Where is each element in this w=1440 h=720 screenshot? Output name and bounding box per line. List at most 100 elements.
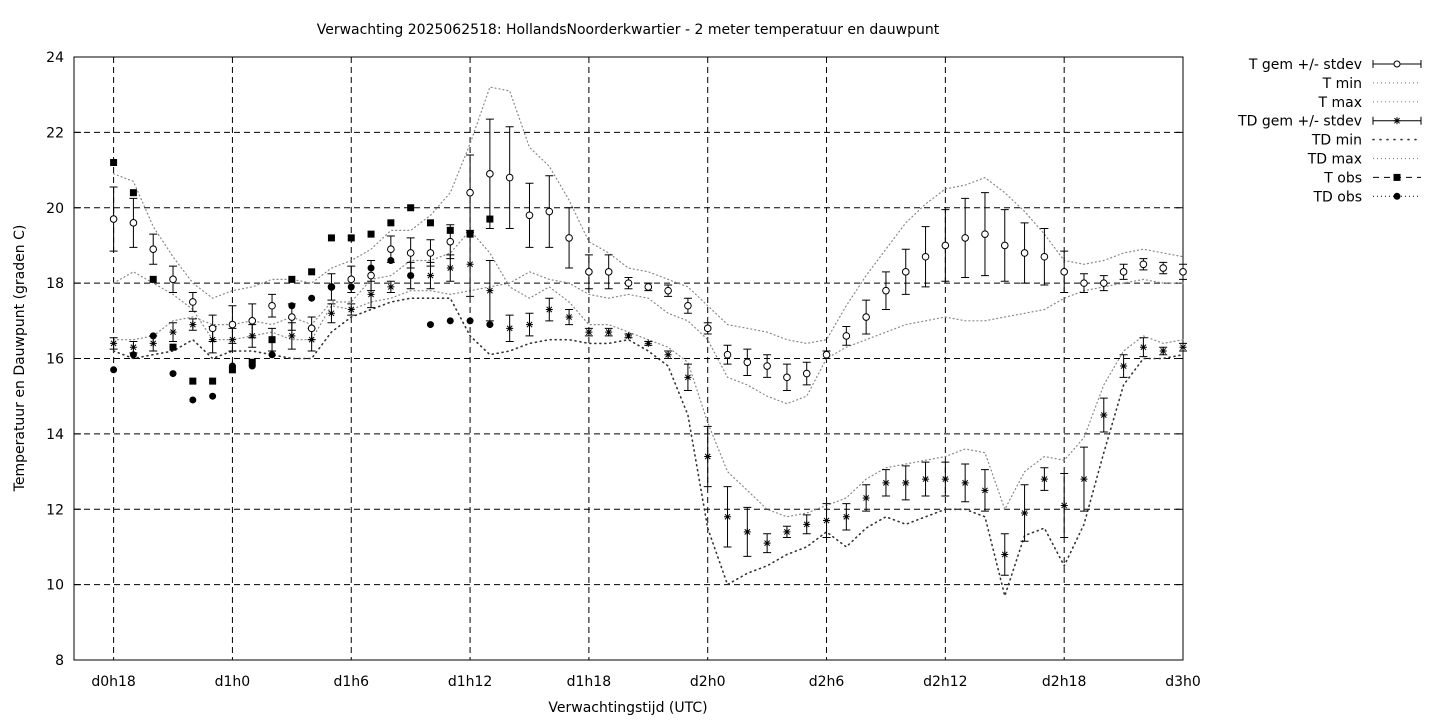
td-max-line	[113, 229, 1184, 518]
t-obs-point	[347, 234, 355, 242]
t-mean-point	[1159, 264, 1167, 272]
td-mean-point	[1159, 347, 1167, 355]
td-mean-point	[625, 332, 632, 340]
t-obs-point	[248, 358, 256, 366]
td-obs-point	[387, 257, 395, 265]
td-mean-point	[902, 479, 910, 487]
td-mean-point	[644, 339, 652, 347]
td-mean-point	[1021, 509, 1029, 517]
td-mean-point	[446, 264, 454, 272]
t-mean-point	[981, 230, 989, 238]
t-mean-point	[822, 350, 831, 359]
t-mean-point	[961, 234, 969, 242]
t-mean-point	[446, 237, 455, 246]
grid-lines	[74, 57, 1184, 660]
t-mean-point	[109, 215, 118, 223]
td-mean-point	[367, 290, 375, 298]
t-mean-point	[208, 324, 217, 333]
y-tick-label: 12	[46, 502, 64, 518]
td-mean-point	[803, 520, 811, 528]
t-obs-point	[426, 219, 434, 227]
y-tick-label: 16	[46, 352, 64, 368]
t-obs-point	[446, 226, 454, 234]
t-mean-point	[882, 286, 890, 295]
t-obs-point	[387, 219, 395, 227]
t-mean-point	[644, 283, 653, 291]
t-mean-point	[664, 286, 672, 295]
t-obs-point	[407, 204, 415, 212]
t-mean-point	[367, 271, 375, 280]
td-mean-point	[941, 475, 949, 483]
t-mean-point	[684, 301, 692, 310]
t-mean-point	[347, 275, 356, 284]
td-mean-point	[763, 539, 771, 547]
y-tick-label: 24	[46, 50, 64, 66]
legend-label: TD max	[1307, 152, 1362, 168]
x-tick-label: d3h0	[1165, 674, 1201, 690]
t-mean-point	[802, 369, 811, 378]
t-mean-point	[604, 268, 613, 276]
td-obs-point	[486, 321, 494, 329]
td-obs-point	[228, 362, 236, 370]
td-mean-point	[1100, 411, 1108, 419]
legend-marker	[1393, 117, 1401, 125]
t-mean-point	[426, 249, 435, 257]
td-mean-point	[169, 328, 177, 336]
td-mean-point	[565, 313, 573, 321]
td-mean-point	[288, 332, 296, 340]
t-mean-point	[189, 298, 197, 306]
td-mean-point	[1179, 343, 1187, 351]
td-mean-point	[228, 336, 236, 344]
plot-area	[109, 86, 1187, 599]
y-tick-label: 22	[46, 125, 64, 141]
t-mean-point	[228, 320, 237, 329]
chart-title: Verwachting 2025062518: HollandsNoorderk…	[317, 22, 940, 38]
legend-label: T max	[1317, 95, 1362, 111]
t-mean-point	[1139, 260, 1148, 269]
y-tick-label: 18	[46, 276, 64, 292]
td-mean-point	[684, 373, 692, 381]
legend-label: TD min	[1311, 133, 1362, 149]
td-mean-point	[1001, 550, 1009, 558]
td-obs-point	[466, 317, 474, 325]
t-min-line	[113, 271, 1184, 405]
td-mean-point	[882, 479, 890, 487]
t-mean-point	[307, 324, 316, 333]
td-mean-point	[209, 336, 217, 344]
x-axis: d0h18 d1h0 d1h6 d1h12 d1h18 d2h0 d2h6 d2h12 d2h1…	[91, 674, 1200, 690]
t-mean-point	[129, 219, 138, 227]
x-tick-label: d2h6	[809, 674, 845, 690]
x-tick-label: d2h18	[1042, 674, 1086, 690]
td-obs-point	[209, 392, 217, 400]
t-mean-point	[1119, 268, 1128, 276]
td-mean-point	[466, 260, 474, 268]
td-mean-point	[585, 328, 593, 336]
x-tick-label: d2h12	[923, 674, 967, 690]
td-mean-point	[664, 351, 672, 359]
x-tick-label: d2h0	[690, 674, 726, 690]
td-mean-point	[1080, 475, 1088, 483]
t-mean-point	[1099, 279, 1108, 287]
t-mean-point	[1179, 268, 1187, 276]
t-mean-point	[703, 324, 712, 333]
t-mean-point	[723, 350, 732, 359]
td-mean-point	[981, 486, 989, 494]
t-mean-point	[1000, 241, 1009, 250]
td-obs-point	[189, 396, 197, 404]
t-mean-point	[921, 252, 930, 261]
td-mean-point	[387, 283, 395, 291]
td-mean-point	[823, 517, 831, 525]
td-obs-point	[248, 362, 256, 370]
t-mean-point	[1020, 249, 1029, 257]
t-obs-point	[288, 275, 296, 283]
td-mean-point	[862, 494, 870, 502]
t-mean-point	[248, 317, 257, 325]
td-mean-point	[704, 452, 712, 460]
x-tick-label: d1h0	[215, 674, 251, 690]
td-mean-point	[842, 513, 850, 521]
legend-marker	[1393, 192, 1401, 200]
t-obs-point	[327, 234, 335, 242]
t-mean-point	[486, 170, 494, 178]
td-mean-point	[961, 479, 969, 487]
td-mean-point	[506, 324, 514, 332]
